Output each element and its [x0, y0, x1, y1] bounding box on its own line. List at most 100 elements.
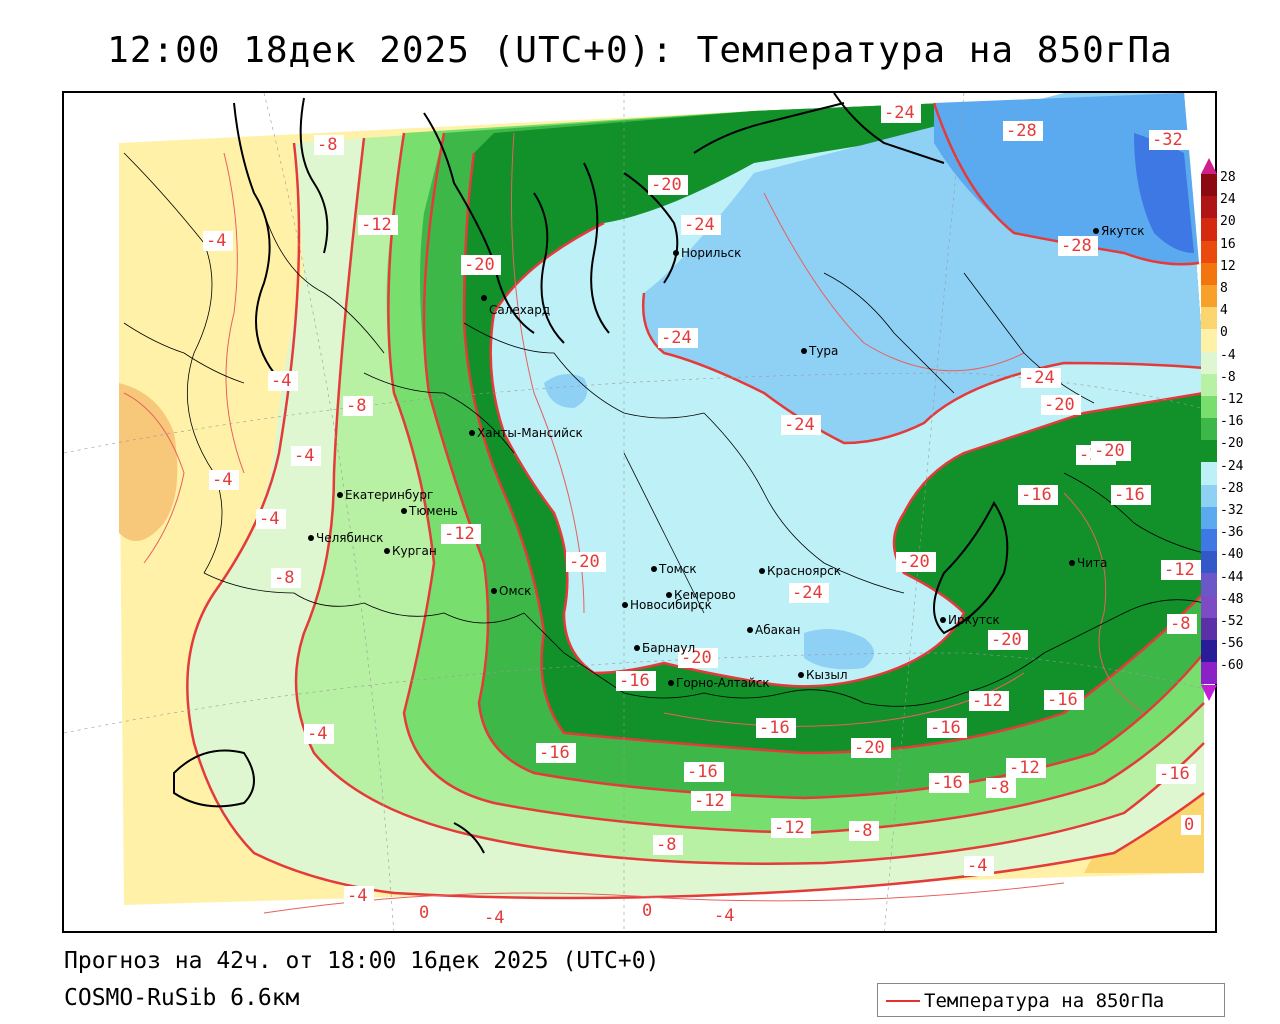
contour-label: -20 [651, 175, 682, 195]
contour-label-bg [1003, 121, 1043, 141]
city-label: Тюмень [408, 504, 458, 518]
temperature-map: -8 -12 -4 -4 -4 -4 -4 -8 -8 -20 -20 -24 -24 -24 -24 -28… [62, 91, 1217, 933]
colorbar-tick-label: -56 [1220, 636, 1244, 652]
colorbar-cell [1201, 196, 1217, 219]
city-label: Ханты-Мансийск [477, 426, 583, 440]
contour-label: -20 [854, 738, 885, 758]
contour-label: -12 [1164, 560, 1195, 580]
contour-label-bg [658, 328, 698, 348]
contour-label: -16 [1114, 485, 1145, 505]
contour-label: -4 [307, 724, 327, 744]
contour-label: -4 [259, 509, 279, 529]
city-label: Барнаул [642, 641, 695, 655]
colorbar-tick-label: 16 [1220, 236, 1236, 252]
contour-label-bg [358, 215, 398, 235]
city-dot [469, 430, 475, 436]
city-dot [673, 250, 679, 256]
city-label: Иркутск [948, 613, 1000, 627]
colorbar-tick-label: -8 [1220, 369, 1236, 385]
contour-label: -28 [1061, 236, 1092, 256]
contour-label-bg [1111, 485, 1151, 505]
warm-zone-west [119, 383, 178, 541]
city-dot [668, 680, 674, 686]
contour-label: -16 [539, 743, 570, 763]
zone-minus28-khakasia [804, 629, 874, 670]
colorbar-cell [1201, 462, 1217, 485]
contour-label: -24 [1024, 368, 1055, 388]
city-dot [481, 295, 487, 301]
contour-label-bg [256, 509, 286, 529]
contour-label-bg [929, 773, 969, 793]
contour-label: -20 [899, 552, 930, 572]
colorbar-cell [1201, 662, 1217, 685]
city-dot [337, 492, 343, 498]
colorbar-tick-label: -28 [1220, 480, 1244, 496]
contour-label-bg [691, 791, 731, 811]
contour-label: -4 [206, 231, 226, 251]
contour-label-bg [639, 901, 659, 921]
city-dot [1093, 228, 1099, 234]
contour-label: -8 [317, 135, 337, 155]
contour-label-bg [653, 835, 683, 855]
contour-label: -4 [484, 908, 504, 928]
contour-label: -20 [681, 648, 712, 668]
contour-label-bg [648, 175, 688, 195]
colorbar-tick-label: -52 [1220, 614, 1244, 629]
contour-label-bg [441, 524, 481, 544]
contour-label-bg [1149, 130, 1189, 150]
contour-label-bg [1018, 485, 1058, 505]
city-dot [1069, 560, 1075, 566]
city-label: Челябинск [316, 531, 383, 545]
contour-label-bg [271, 568, 301, 588]
city-markers: Салехард Норильск Тура Якутск Ханты-Мансийск… [308, 224, 1145, 690]
colorbar-tick-label: 4 [1220, 303, 1228, 319]
city-label: Томск [658, 562, 697, 576]
colorbar-cell [1201, 307, 1217, 330]
city-label: Екатеринбург [345, 488, 433, 502]
city-dot [798, 672, 804, 678]
city-dot [384, 548, 390, 554]
contour-label: -12 [694, 791, 725, 811]
colorbar-cell [1201, 329, 1217, 352]
city-dot [622, 602, 628, 608]
contour-label: 0 [1184, 815, 1194, 835]
contour-label-bg [969, 691, 1009, 711]
colorbar-tick-label: 24 [1220, 192, 1236, 208]
colorbar-tick-label: -40 [1220, 547, 1244, 563]
contour-label-bg [461, 255, 501, 275]
contour-label-bg [881, 103, 921, 123]
colorbar-cell [1201, 617, 1217, 640]
contour-label-bg [1091, 441, 1131, 461]
contour-label-bg [291, 446, 321, 466]
contour-label: -20 [1044, 395, 1075, 415]
contour-label-bg [1167, 614, 1197, 634]
colorbar-cell [1201, 218, 1217, 241]
map-title: 12:00 18дек 2025 (UTC+0): Температура на… [107, 30, 1173, 71]
contour-label-bg [1156, 764, 1196, 784]
contour-label: -12 [972, 691, 1003, 711]
contour-label: -24 [792, 583, 823, 603]
contour-label: -8 [274, 568, 294, 588]
contour-label-bg [678, 648, 718, 668]
colorbar-tick-label: -24 [1220, 458, 1244, 474]
city-label: Тура [808, 344, 838, 358]
contour-label-bg [1006, 758, 1046, 778]
colorbar-cell [1201, 418, 1217, 441]
colorbar-cell [1201, 440, 1217, 463]
map-canvas: -8-12-4-4-4-4-4-8-8-20-20-24-24-24-24-28… [64, 93, 1215, 931]
contour-label: -24 [884, 103, 915, 123]
colorbar-cell [1201, 595, 1217, 618]
contour-label-bg [711, 906, 741, 926]
contour-label-bg [566, 552, 606, 572]
colorbar-cell [1201, 639, 1217, 663]
contour-label: -16 [1021, 485, 1052, 505]
city-dot [491, 588, 497, 594]
contour-label-bg [314, 135, 344, 155]
colorbar [1201, 174, 1217, 685]
contour-label: -4 [347, 886, 367, 906]
contour-label-bg [851, 738, 891, 758]
contour-label: -12 [361, 215, 392, 235]
contour-label-bg [964, 856, 994, 876]
graticule [64, 93, 1215, 931]
colorbar-cell [1201, 484, 1217, 507]
